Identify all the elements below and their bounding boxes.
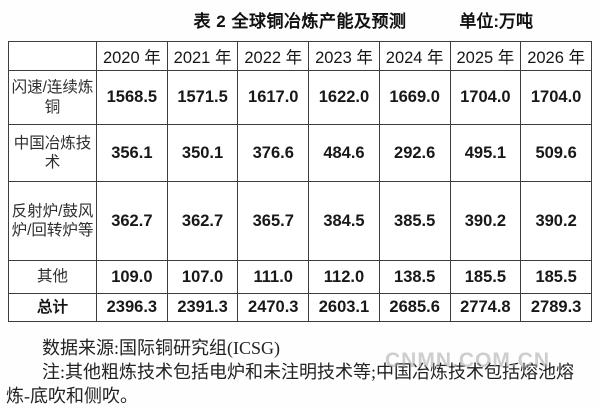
column-header: 2024 年 <box>378 41 451 71</box>
table-header-row: 2020 年 2021 年 2022 年 2023 年 2024 年 2025 … <box>8 41 592 71</box>
table-cell: 1622.0 <box>308 70 380 125</box>
table-cell: 484.6 <box>308 124 380 182</box>
table-cell: 292.6 <box>378 124 451 182</box>
table-cell: 1571.5 <box>166 70 239 125</box>
table-cell: 185.5 <box>520 260 592 294</box>
capacity-table: 2020 年 2021 年 2022 年 2023 年 2024 年 2025 … <box>8 41 592 322</box>
column-header: 2026 年 <box>520 41 592 71</box>
table-cell: 1704.0 <box>449 70 522 125</box>
row-label: 反射炉/鼓风炉/回转炉等 <box>8 181 97 261</box>
table-cell: 2603.1 <box>308 293 380 322</box>
row-label: 其他 <box>8 260 97 294</box>
table-cell: 2774.8 <box>449 293 522 322</box>
table-cell: 1617.0 <box>237 70 310 125</box>
table-cell: 2685.6 <box>378 293 451 322</box>
table-caption-row: 表 2 全球铜冶炼产能及预测 单位:万吨 <box>0 0 600 34</box>
table-cell: 384.5 <box>308 181 380 261</box>
table-cell: 111.0 <box>237 260 310 294</box>
table-cell: 356.1 <box>96 124 168 182</box>
table-cell: 112.0 <box>308 260 380 294</box>
table-total-row: 总计 2396.3 2391.3 2470.3 2603.1 2685.6 27… <box>8 293 592 322</box>
table-cell: 1568.5 <box>96 70 168 125</box>
table-cell: 2789.3 <box>520 293 592 322</box>
table-cell: 138.5 <box>378 260 451 294</box>
table-cell: 185.5 <box>449 260 522 294</box>
technical-note: 注:其他粗炼技术包括电炉和未注明技术等;中国冶炼技术包括熔池熔炼-底吹和侧吹。 <box>6 362 574 406</box>
table-cell: 1669.0 <box>378 70 451 125</box>
column-header: 2025 年 <box>449 41 522 71</box>
row-label: 闪速/连续炼铜 <box>8 70 97 125</box>
table-row: 其他 109.0 107.0 111.0 112.0 138.5 185.5 1… <box>8 260 592 294</box>
table-row: 反射炉/鼓风炉/回转炉等 362.7 362.7 365.7 384.5 385… <box>8 181 592 261</box>
table-row: 中国冶炼技术 356.1 350.1 376.6 484.6 292.6 495… <box>8 124 592 182</box>
table-cell: 509.6 <box>520 124 592 182</box>
unit-label: 单位:万吨 <box>459 12 533 31</box>
column-header: 2022 年 <box>237 41 310 71</box>
table-cell: 2396.3 <box>96 293 168 322</box>
row-label-total: 总计 <box>8 293 97 322</box>
table-cell: 1704.0 <box>520 70 592 125</box>
table-cell: 107.0 <box>166 260 239 294</box>
table-cell: 2470.3 <box>237 293 310 322</box>
table-cell: 495.1 <box>449 124 522 182</box>
table-cell: 109.0 <box>96 260 168 294</box>
table-cell: 2391.3 <box>166 293 239 322</box>
table-cell: 376.6 <box>237 124 310 182</box>
row-label: 中国冶炼技术 <box>8 124 97 182</box>
table-title: 表 2 全球铜冶炼产能及预测 <box>193 12 407 31</box>
table-row: 闪速/连续炼铜 1568.5 1571.5 1617.0 1622.0 1669… <box>8 70 592 125</box>
column-header: 2023 年 <box>308 41 380 71</box>
table-cell: 362.7 <box>96 181 168 261</box>
table-cell: 390.2 <box>449 181 522 261</box>
column-header: 2020 年 <box>96 41 168 71</box>
table-cell: 385.5 <box>378 181 451 261</box>
table-cell: 362.7 <box>166 181 239 261</box>
footnotes: 数据来源:国际铜研究组(ICSG) 注:其他粗炼技术包括电炉和未注明技术等;中国… <box>6 336 594 408</box>
column-header: 2021 年 <box>166 41 239 71</box>
table-cell: 365.7 <box>237 181 310 261</box>
corner-cell <box>8 41 97 71</box>
table-cell: 350.1 <box>166 124 239 182</box>
data-source-note: 数据来源:国际铜研究组(ICSG) <box>42 338 280 358</box>
table-cell: 390.2 <box>520 181 592 261</box>
